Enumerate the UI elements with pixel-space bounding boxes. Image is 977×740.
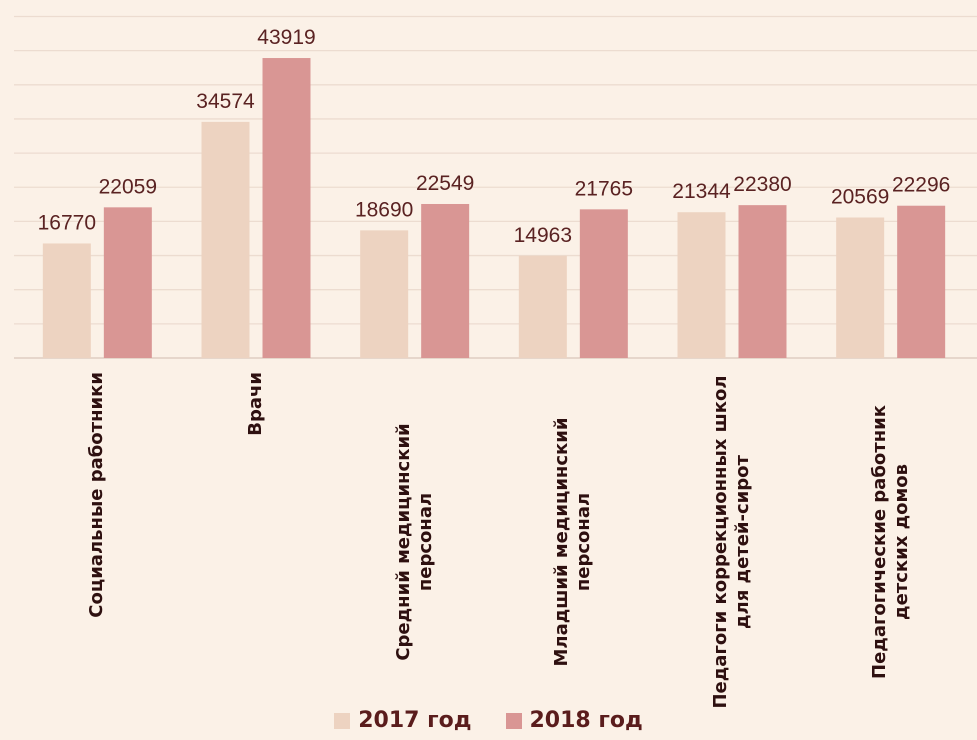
bar	[42, 243, 91, 358]
x-tick-label-box: Социальные работники	[65, 372, 129, 712]
bar	[103, 207, 152, 358]
bar	[836, 217, 885, 358]
data-label: 43919	[257, 26, 315, 49]
data-label: 16770	[38, 211, 96, 234]
data-label: 22380	[733, 173, 791, 196]
data-label: 22059	[99, 175, 157, 198]
data-label: 21765	[575, 177, 633, 200]
bar	[518, 255, 567, 358]
bar	[262, 58, 311, 358]
data-label: 14963	[514, 224, 572, 247]
legend-swatch	[505, 712, 522, 729]
x-tick-label: Педагогические работник детских домов	[868, 405, 912, 679]
data-label: 22296	[892, 174, 950, 197]
bar	[897, 205, 946, 358]
bar	[579, 209, 628, 358]
x-tick-label: Социальные работники	[86, 372, 108, 618]
data-label: 21344	[672, 180, 731, 203]
x-tick-label: Педагоги коррекционных школ для детей-си…	[710, 375, 753, 709]
x-tick-label: Младший медицинский персонал	[551, 417, 595, 667]
bar	[421, 203, 470, 358]
bar	[201, 121, 250, 358]
x-tick-label-box: Педагоги коррекционных школ для детей-си…	[700, 372, 764, 712]
x-tick-label-box: Средний медицинский персонал	[383, 372, 447, 712]
data-label: 20569	[831, 186, 889, 209]
data-label: 34574	[196, 90, 255, 113]
x-tick-label-box: Младший медицинский персонал	[541, 372, 605, 712]
data-label: 22549	[416, 172, 474, 195]
bar	[677, 212, 726, 358]
legend-item: 2017 год	[334, 708, 472, 733]
legend: 2017 год 2018 год	[0, 708, 977, 733]
legend-item: 2018 год	[505, 708, 643, 733]
x-tick-label-box: Педагогические работник детских домов	[859, 372, 923, 712]
x-tick-label: Врачи	[245, 372, 266, 436]
data-label: 18690	[355, 198, 413, 221]
x-tick-label-box: Врачи	[224, 372, 288, 712]
legend-label: 2018 год	[529, 708, 643, 733]
bar	[738, 205, 787, 358]
x-tick-label: Средний медицинский персонал	[392, 423, 436, 661]
legend-label: 2017 год	[358, 708, 472, 733]
legend-swatch	[334, 712, 351, 729]
bar	[360, 230, 409, 358]
